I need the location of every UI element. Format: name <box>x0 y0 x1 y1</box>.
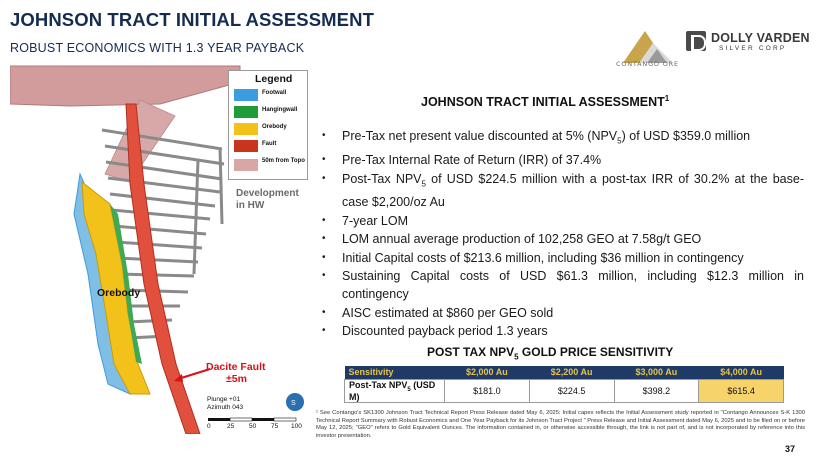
mine-model-drawing: S <box>10 65 304 434</box>
scale-label: 50 <box>249 423 257 430</box>
bullet-item: • Sustaining Capital costs of USD $61.3 m… <box>322 269 804 301</box>
legend-item-footwall: Footwall <box>234 88 308 104</box>
scale-label: 100 <box>291 423 302 430</box>
scale-label: 0 <box>207 423 211 430</box>
assessment-bullets: • Pre-Tax net present value discounted at… <box>322 127 804 341</box>
legend-item-topo: 50m from Topo <box>234 156 308 176</box>
sensitivity-heading: POST TAX NPV5 GOLD PRICE SENSITIVITY <box>427 345 674 362</box>
legend-label: 50m from Topo <box>262 158 305 164</box>
table-header-cell: $2,000 Au <box>444 366 530 379</box>
legend-item-fault: Fault <box>234 139 308 155</box>
table-header-cell: $3,000 Au <box>614 366 699 379</box>
scale-label: 25 <box>227 423 235 430</box>
bullet-item: • 7-year LOM <box>322 213 408 228</box>
legend-swatch <box>234 123 258 135</box>
table-header-cell: $4,000 Au <box>698 366 784 379</box>
bullet-item: • Post-Tax NPV5 of USD $224.5 million wit… <box>322 171 805 210</box>
table-cell: $224.5 <box>528 378 615 404</box>
assessment-heading-text: JOHNSON TRACT INITIAL ASSESSMENT <box>421 95 665 110</box>
legend-title: Legend <box>255 73 293 85</box>
page-subtitle: ROBUST ECONOMICS WITH 1.3 YEAR PAYBACK <box>10 41 305 55</box>
development-label: Development in HW <box>236 188 299 211</box>
legend-item-hangingwall: Hangingwall <box>234 105 308 121</box>
assessment-heading: JOHNSON TRACT INITIAL ASSESSMENT1 <box>421 94 669 109</box>
bullet-item: • Discounted payback period 1.3 years <box>322 324 548 338</box>
table-header-cell: $2,200 Au <box>529 366 614 379</box>
legend-label: Footwall <box>262 90 287 96</box>
legend-swatch <box>234 159 258 171</box>
sensitivity-table: Sensitivity $2,000 Au $2,200 Au $3,000 A… <box>344 366 784 404</box>
page-title: JOHNSON TRACT INITIAL ASSESSMENT <box>10 9 374 30</box>
dolly-varden-mark-icon <box>686 31 706 51</box>
scale-label: 75 <box>271 423 279 430</box>
page-number: 37 <box>785 444 796 454</box>
table-cell: $398.2 <box>613 378 700 404</box>
footnote-ref: 1 <box>664 94 670 103</box>
legend-label: Orebody <box>262 124 287 130</box>
table-header-row: Sensitivity $2,000 Au $2,200 Au $3,000 A… <box>344 366 784 379</box>
azimuth-label: Azimuth 043 <box>207 404 244 411</box>
legend-item-orebody: Orebody <box>234 122 308 138</box>
dolly-varden-sub: SILVER CORP <box>719 45 787 52</box>
legend-label: Hangingwall <box>262 107 298 113</box>
fault-label-line1: Dacite Fault <box>206 361 266 373</box>
table-cell: $181.0 <box>444 378 530 404</box>
table-row-label: Post-Tax NPV5 (USD M) <box>344 378 445 404</box>
dolly-varden-name: DOLLY VARDEN <box>711 31 810 45</box>
plunge-azimuth-label: Plunge +01 Azimuth 043 <box>207 396 267 412</box>
fault-label: Dacite Fault ±5m <box>206 361 276 385</box>
bullet-item: • Pre-Tax net present value discounted at… <box>322 129 751 146</box>
fault-label-line2: ±5m <box>226 373 247 385</box>
compass-icon <box>286 393 304 411</box>
legend-label: Fault <box>262 141 277 147</box>
svg-text:S: S <box>291 400 296 407</box>
table-cell-highlighted: $615.4 <box>698 378 784 404</box>
legend-swatch <box>234 89 258 101</box>
scale-bar-labels: 0 25 50 75 100 <box>207 423 307 433</box>
bullet-item: • LOM annual average production of 102,25… <box>322 232 702 246</box>
table-header-cell: Sensitivity <box>344 366 445 379</box>
bullet-item: • AISC estimated at $860 per GEO sold <box>322 305 554 320</box>
footnote: ¹ See Contango's SK1300 Johnson Tract Te… <box>316 410 805 439</box>
map-legend: Legend Footwall Hangingwall Orebody Faul… <box>228 70 308 180</box>
plunge-label: Plunge +01 <box>207 396 241 403</box>
bullet-item: • Initial Capital costs of $213.6 million… <box>322 250 744 265</box>
legend-swatch <box>234 140 258 152</box>
table-row: Post-Tax NPV5 (USD M) $181.0 $224.5 $398… <box>344 378 784 404</box>
orebody-label: Orebody <box>97 287 141 299</box>
contango-logo-text: CONTANGO ORE <box>616 60 679 68</box>
dolly-varden-logo: DOLLY VARDEN SILVER CORP <box>686 31 810 55</box>
contango-logo <box>623 31 673 63</box>
bullet-item: • Pre-Tax Internal Rate of Return (IRR) o… <box>322 153 602 167</box>
legend-swatch <box>234 106 258 118</box>
